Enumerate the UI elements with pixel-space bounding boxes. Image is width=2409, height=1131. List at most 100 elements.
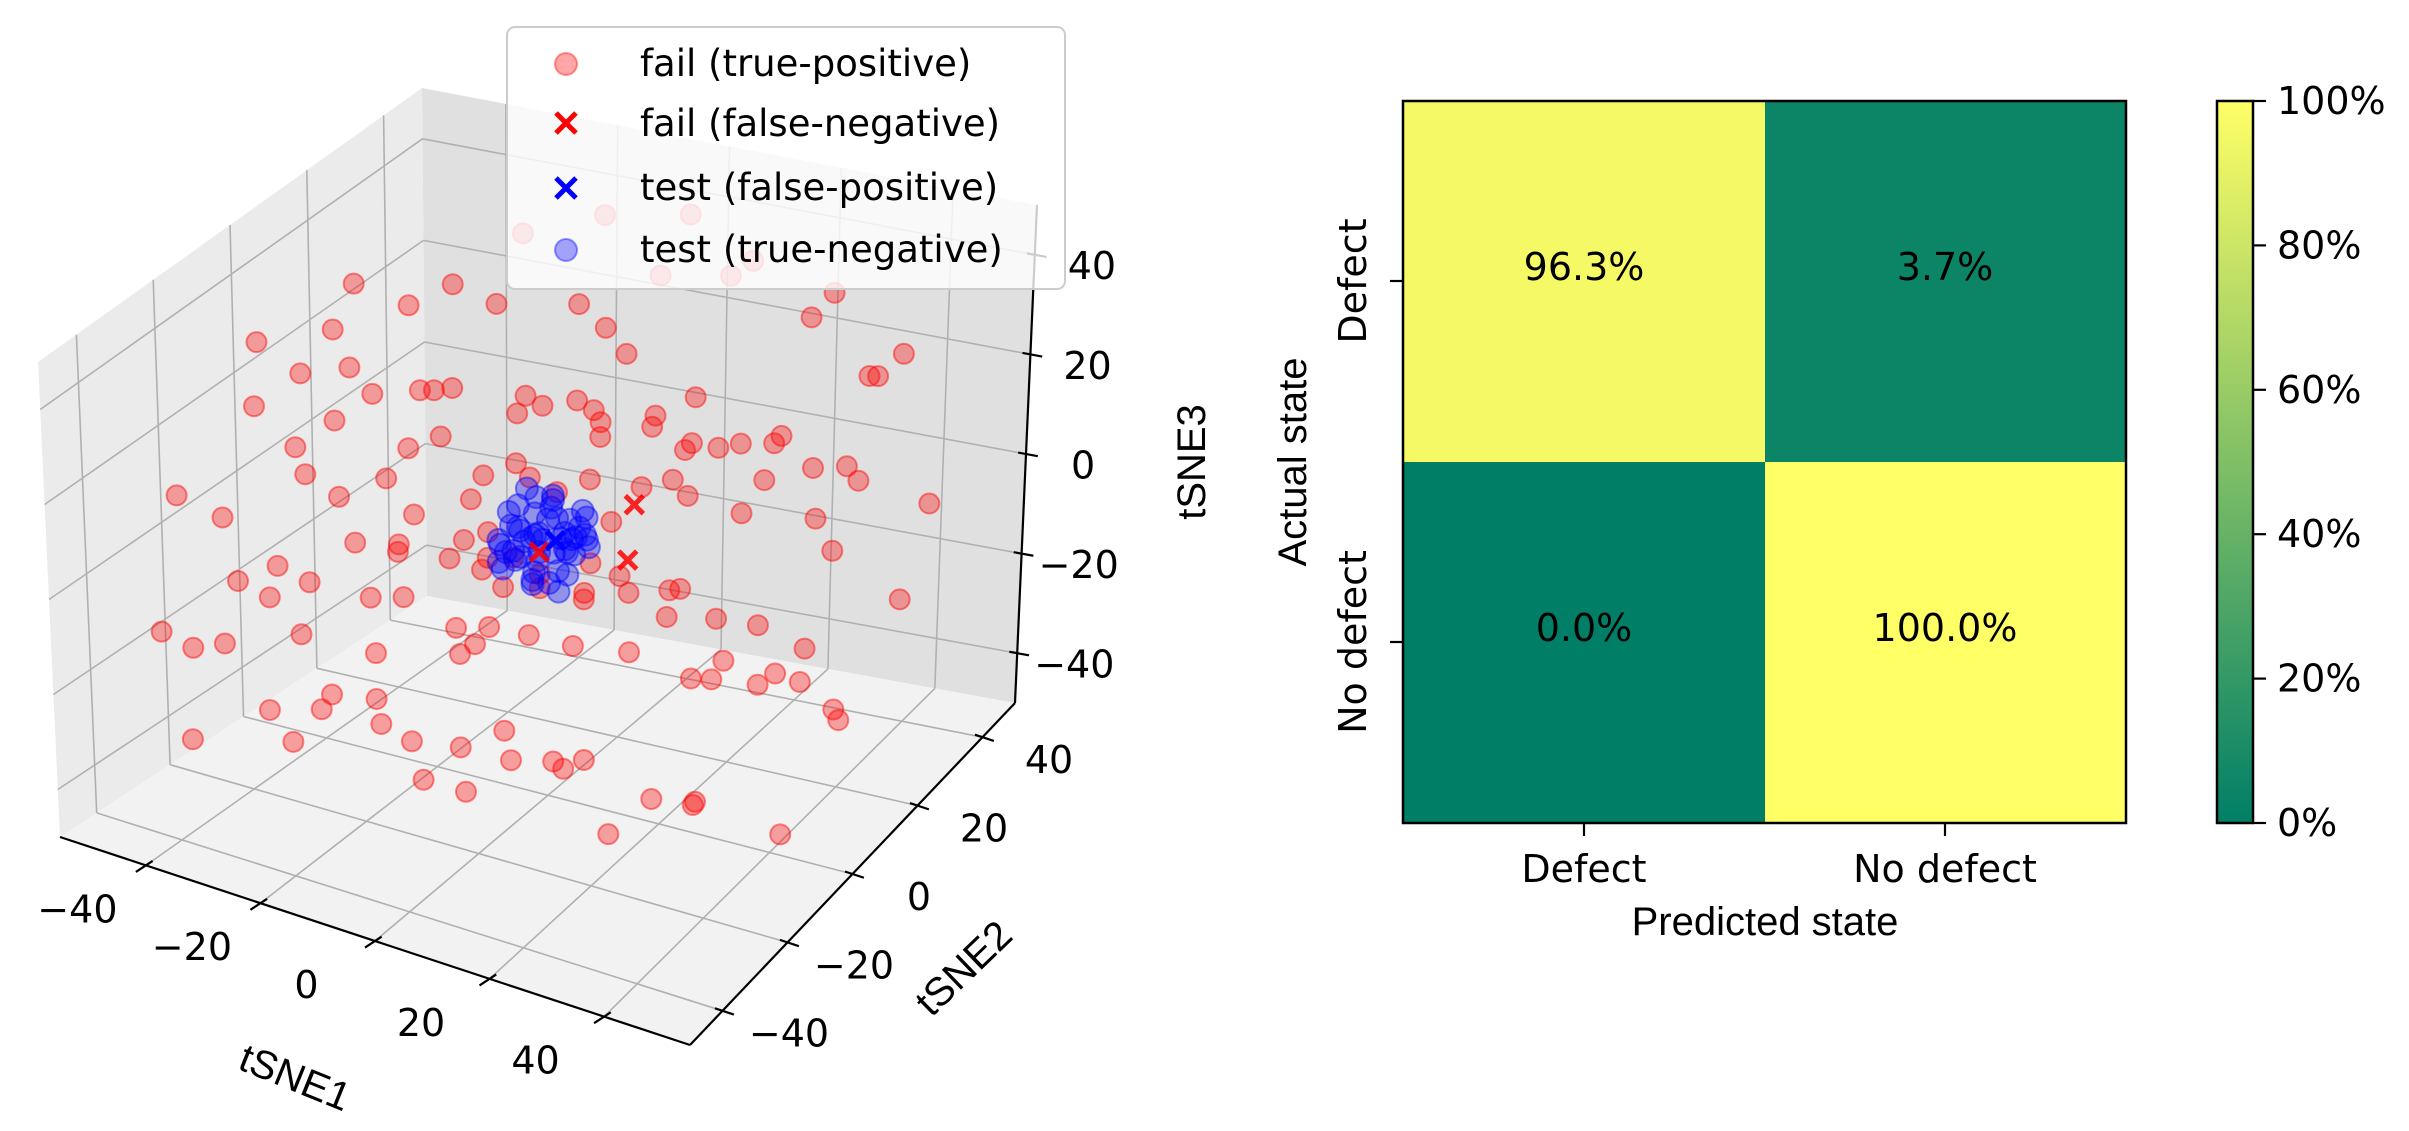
data-point-fail-true-positive xyxy=(793,637,816,660)
data-point-fail-true-positive xyxy=(712,649,735,672)
y-tick-mark xyxy=(844,870,865,879)
z-tick-mark xyxy=(1017,451,1039,458)
y-tick-label: Defect xyxy=(1331,218,1375,343)
data-point-fail-true-positive xyxy=(867,365,890,388)
data-point-fail-true-positive xyxy=(918,492,941,515)
legend-marker-x xyxy=(554,111,578,135)
data-point-fail-true-positive xyxy=(284,436,307,459)
data-point-fail-true-positive xyxy=(455,780,477,803)
data-point-test-true-negative xyxy=(546,559,570,584)
z-tick-label: −20 xyxy=(1039,543,1119,587)
data-point-fail-true-positive xyxy=(266,554,289,577)
y-tick-label: −40 xyxy=(749,1012,829,1056)
data-point-test-true-negative xyxy=(488,532,513,557)
data-point-fail-true-positive xyxy=(597,823,620,846)
data-point-fail-true-positive xyxy=(730,502,753,525)
data-point-fail-true-positive xyxy=(573,581,596,604)
grid-line xyxy=(169,763,788,944)
data-point-fail-true-positive xyxy=(213,632,236,655)
data-point-test-true-negative xyxy=(567,515,592,540)
data-point-fail-true-positive xyxy=(492,576,515,599)
data-point-fail-true-positive xyxy=(400,730,423,753)
x-tick-mark xyxy=(135,860,154,873)
data-point-fail-true-positive xyxy=(644,404,667,427)
z-tick-label: 40 xyxy=(1068,244,1116,288)
data-point-test-true-negative xyxy=(519,525,544,550)
grid-line xyxy=(425,442,1022,555)
data-point-fail-true-positive xyxy=(518,466,541,489)
data-point-fail-true-positive xyxy=(804,507,827,530)
y-tick-mark xyxy=(714,1007,735,1016)
x-tick-label: −40 xyxy=(37,887,117,931)
data-point-fail-true-positive xyxy=(182,636,205,659)
data-point-fail-true-positive xyxy=(572,588,595,611)
data-point-fail-true-positive xyxy=(729,432,752,455)
data-point-fail-true-positive xyxy=(552,757,575,780)
data-point-fail-true-positive xyxy=(847,469,870,492)
data-point-fail-true-positive xyxy=(397,294,420,317)
y-tick-label: −20 xyxy=(814,943,894,987)
legend-entry: test (true-negative) xyxy=(554,228,1003,271)
data-point-fail-true-positive xyxy=(289,362,312,385)
cm-cell-label: 3.7% xyxy=(1897,245,1994,289)
grid-line xyxy=(426,544,1018,654)
data-point-fail-true-positive xyxy=(531,394,554,417)
data-point-fail-true-positive xyxy=(566,389,589,412)
data-point-fail-true-positive xyxy=(290,623,313,646)
data-point-test-true-negative xyxy=(563,525,588,550)
data-point-fail-true-positive xyxy=(438,547,461,570)
data-point-fail-true-positive xyxy=(788,671,811,693)
z-tick-label: 0 xyxy=(1071,443,1095,487)
data-point-test-true-negative xyxy=(522,560,547,585)
back-left-pane xyxy=(38,88,427,837)
z-tick-label: 20 xyxy=(1063,344,1111,388)
data-point-fail-true-positive xyxy=(506,402,529,425)
data-point-fail-true-positive xyxy=(546,481,568,504)
x-tick-mark xyxy=(364,935,383,949)
data-point-fail-true-positive xyxy=(328,485,350,508)
data-point-test-true-negative xyxy=(570,498,595,523)
data-point-test-true-negative xyxy=(576,535,601,560)
data-point-test-true-negative xyxy=(524,485,549,510)
data-point-fail-true-positive xyxy=(464,633,486,656)
data-point-test-true-negative xyxy=(535,507,560,532)
legend-label: test (true-negative) xyxy=(640,228,1003,271)
cm-cell xyxy=(1765,462,2126,823)
grid-line xyxy=(48,341,425,601)
data-point-fail-true-positive xyxy=(441,273,464,296)
data-point-fail-true-positive xyxy=(342,272,365,295)
cm-cell xyxy=(1403,462,1765,823)
data-point-fail-true-positive xyxy=(258,586,281,609)
data-point-fail-true-positive xyxy=(770,424,793,447)
data-point-fail-true-positive xyxy=(243,395,265,418)
data-point-fail-true-positive xyxy=(641,415,664,438)
data-point-fail-true-positive xyxy=(459,488,482,511)
confusion-matrix-chart: 96.3% 3.7% 0.0% 100.0% Defect No defect … xyxy=(1271,79,2386,944)
legend-marker-circle xyxy=(554,238,578,262)
colorbar-tick-label: 80% xyxy=(2277,223,2361,267)
data-point-fail-true-positive xyxy=(449,643,471,665)
data-point-fail-true-positive xyxy=(600,510,623,533)
data-point-fail-true-positive xyxy=(375,467,398,490)
data-point-test-true-negative xyxy=(545,506,570,531)
data-point-fail-true-positive xyxy=(338,356,361,379)
data-point-fail-true-positive xyxy=(181,728,204,751)
data-point-fail-false-negative xyxy=(528,541,550,563)
data-point-fail-true-positive xyxy=(661,468,684,491)
data-point-test-true-negative xyxy=(503,547,528,572)
data-point-test-true-negative xyxy=(506,515,531,540)
data-point-fail-true-positive xyxy=(589,411,612,434)
data-point-fail-true-positive xyxy=(408,379,431,402)
data-point-fail-true-positive xyxy=(707,436,730,459)
data-point-fail-true-positive xyxy=(476,546,499,569)
z-axis-label: tSNE3 xyxy=(1170,404,1214,520)
data-point-fail-true-positive xyxy=(753,469,776,492)
data-point-fail-true-positive xyxy=(769,823,792,846)
colorbar-tick-label: 0% xyxy=(2277,801,2337,845)
points-group xyxy=(150,203,941,846)
data-point-fail-true-positive xyxy=(165,484,188,507)
data-point-fail-true-positive xyxy=(658,579,681,602)
data-point-test-true-negative xyxy=(493,540,518,564)
data-point-fail-true-positive xyxy=(617,581,640,604)
data-point-fail-true-positive xyxy=(397,437,420,460)
